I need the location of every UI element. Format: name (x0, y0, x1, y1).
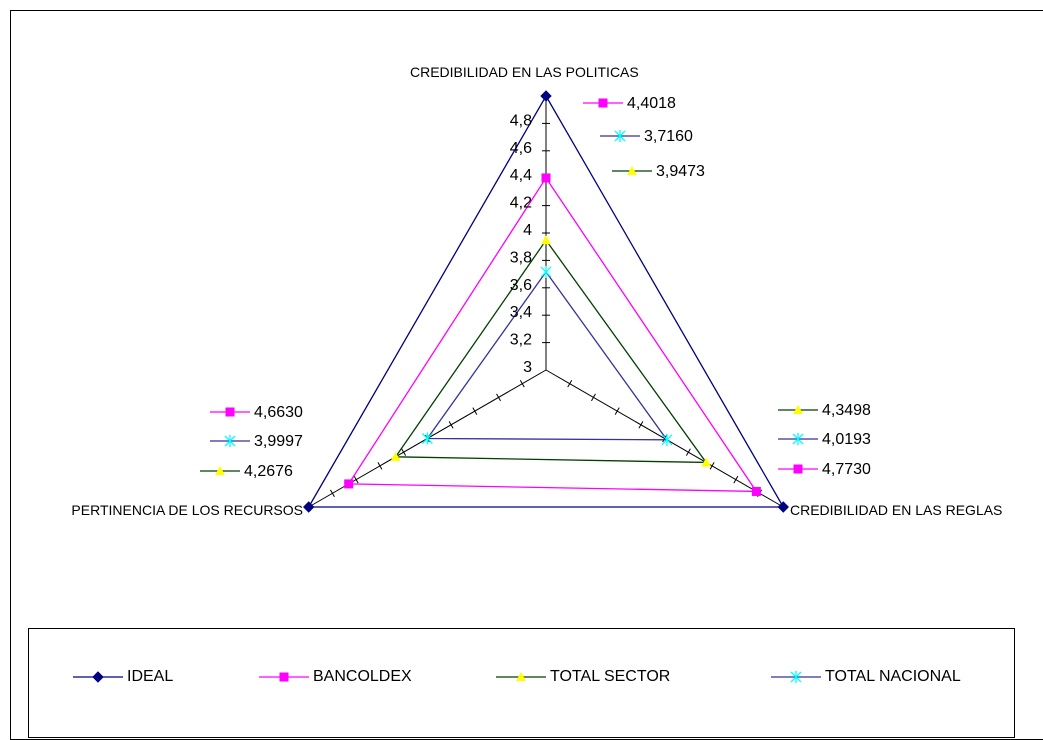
radar-series (303, 90, 789, 513)
data-label-bancoldex: 4,7730 (778, 461, 871, 478)
series-point (777, 501, 789, 513)
radar-tick-labels: 3 3,2 3,4 3,6 3,8 4 4,2 4,4 4,6 4,8 (510, 112, 532, 376)
legend-label-total-sector: TOTAL SECTOR (550, 668, 671, 685)
data-label-marker (598, 98, 608, 108)
data-label-text: 4,7730 (822, 461, 871, 478)
tick-label: 3,6 (510, 277, 532, 294)
series-point (701, 457, 712, 467)
legend-label-ideal: IDEAL (127, 668, 174, 685)
axis-tick-mark (377, 462, 383, 470)
data-label-text: 3,9997 (254, 433, 303, 450)
data-label-text: 3,9473 (656, 163, 705, 180)
radar-axis-labels: CREDIBILIDAD EN LAS POLITICAS CREDIBILID… (71, 64, 1002, 518)
data-label-total-nacional: 3,9997 (210, 433, 303, 450)
axis-tick-mark (638, 421, 644, 429)
tick-label: 4,2 (510, 195, 532, 212)
axis-tick-mark (685, 448, 691, 456)
legend-label-bancoldex: BANCOLDEX (313, 668, 412, 685)
axis-tick-mark (472, 407, 478, 415)
tick-label: 4,6 (510, 140, 532, 157)
legend-item-ideal: IDEAL (73, 667, 173, 687)
data-label-total-sector: 4,2676 (200, 463, 293, 480)
axis-label-recursos: PERTINENCIA DE LOS RECURSOS (71, 502, 303, 518)
legend-symbol (92, 671, 104, 683)
data-label-marker (793, 464, 803, 474)
series-point (541, 235, 551, 245)
series-point (540, 265, 552, 278)
data-label-total-nacional: 3,7160 (600, 128, 693, 145)
legend-symbol (279, 672, 289, 682)
series-line (347, 176, 758, 493)
series-point (540, 90, 552, 102)
axis-tick-mark (662, 434, 668, 443)
tick-label: 4,8 (510, 112, 532, 129)
data-label-bancoldex: 4,6630 (210, 404, 303, 421)
data-label-marker (215, 466, 225, 475)
axis-label-reglas: CREDIBILIDAD EN LAS REGLAS (790, 502, 1002, 518)
axis-label-politicas: CREDIBILIDAD EN LAS POLITICAS (410, 64, 639, 80)
axis-tick-mark (733, 475, 739, 484)
data-label-text: 4,3498 (822, 402, 871, 419)
data-label-total-sector: 3,9473 (612, 163, 705, 180)
axis-tick-mark (519, 379, 525, 388)
radar-data-labels: 4,4018 3,7160 3,9473 4,3498 4,0193 4,7730 4,66… (200, 95, 871, 480)
series-point (303, 501, 315, 513)
series-line (394, 239, 708, 464)
data-label-total-nacional: 4,0193 (778, 431, 871, 448)
series-point (421, 432, 433, 445)
tick-label: 4,4 (510, 167, 532, 184)
data-label-marker (614, 130, 626, 142)
data-label-total-sector: 4,3498 (778, 402, 871, 419)
data-label-bancoldex: 4,4018 (583, 95, 676, 112)
tick-label: 3,8 (510, 249, 532, 266)
series-ideal (303, 90, 789, 513)
legend-symbol (790, 671, 802, 683)
data-label-text: 4,4018 (627, 95, 676, 112)
legend-label-total-nacional: TOTAL NACIONAL (825, 668, 961, 685)
data-label-text: 4,0193 (822, 431, 871, 448)
axis-tick-mark (496, 393, 501, 402)
axis-tick-mark (567, 379, 573, 388)
series-line (307, 94, 785, 508)
data-label-marker (627, 166, 637, 175)
legend-item-total-sector: TOTAL SECTOR (496, 667, 670, 687)
data-label-text: 4,2676 (244, 463, 293, 480)
series-point (344, 479, 354, 489)
series-point (751, 486, 761, 496)
axis-tick-mark (709, 462, 715, 470)
data-label-text: 3,7160 (644, 128, 693, 145)
legend: IDEAL BANCOLDEX TOTAL SECTOR TOTAL NACIO… (28, 628, 1015, 738)
data-label-marker (225, 407, 235, 417)
axis-tick-mark (401, 448, 407, 456)
data-label-marker (792, 433, 804, 445)
data-label-marker (224, 435, 236, 447)
tick-label: 4 (523, 222, 532, 239)
series-point (541, 173, 551, 183)
legend-marker-bancoldex (259, 672, 309, 682)
series-total-nacional (421, 265, 673, 446)
tick-label: 3 (523, 359, 532, 376)
legend-item-total-nacional: TOTAL NACIONAL (771, 667, 961, 687)
legend-marker-total-sector (496, 672, 546, 681)
data-label-text: 4,6630 (254, 404, 303, 421)
tick-label: 3,2 (510, 332, 532, 349)
legend-item-bancoldex: BANCOLDEX (259, 667, 412, 687)
series-total-sector (390, 235, 712, 467)
series-bancoldex (344, 173, 761, 496)
axis-tick-mark (614, 407, 620, 415)
tick-label: 3,4 (510, 304, 532, 321)
data-label-marker (793, 405, 803, 414)
series-point (661, 433, 673, 446)
series-line (426, 270, 669, 441)
axis-tick-mark (353, 475, 359, 484)
axis-tick-mark (330, 489, 335, 498)
legend-symbol (516, 672, 526, 681)
axis-tick-mark (591, 393, 596, 402)
axis-tick-mark (448, 421, 454, 429)
series-point (390, 451, 401, 461)
legend-marker-ideal (73, 671, 123, 683)
radar-grid (308, 96, 784, 508)
legend-marker-total-nacional (771, 671, 821, 683)
